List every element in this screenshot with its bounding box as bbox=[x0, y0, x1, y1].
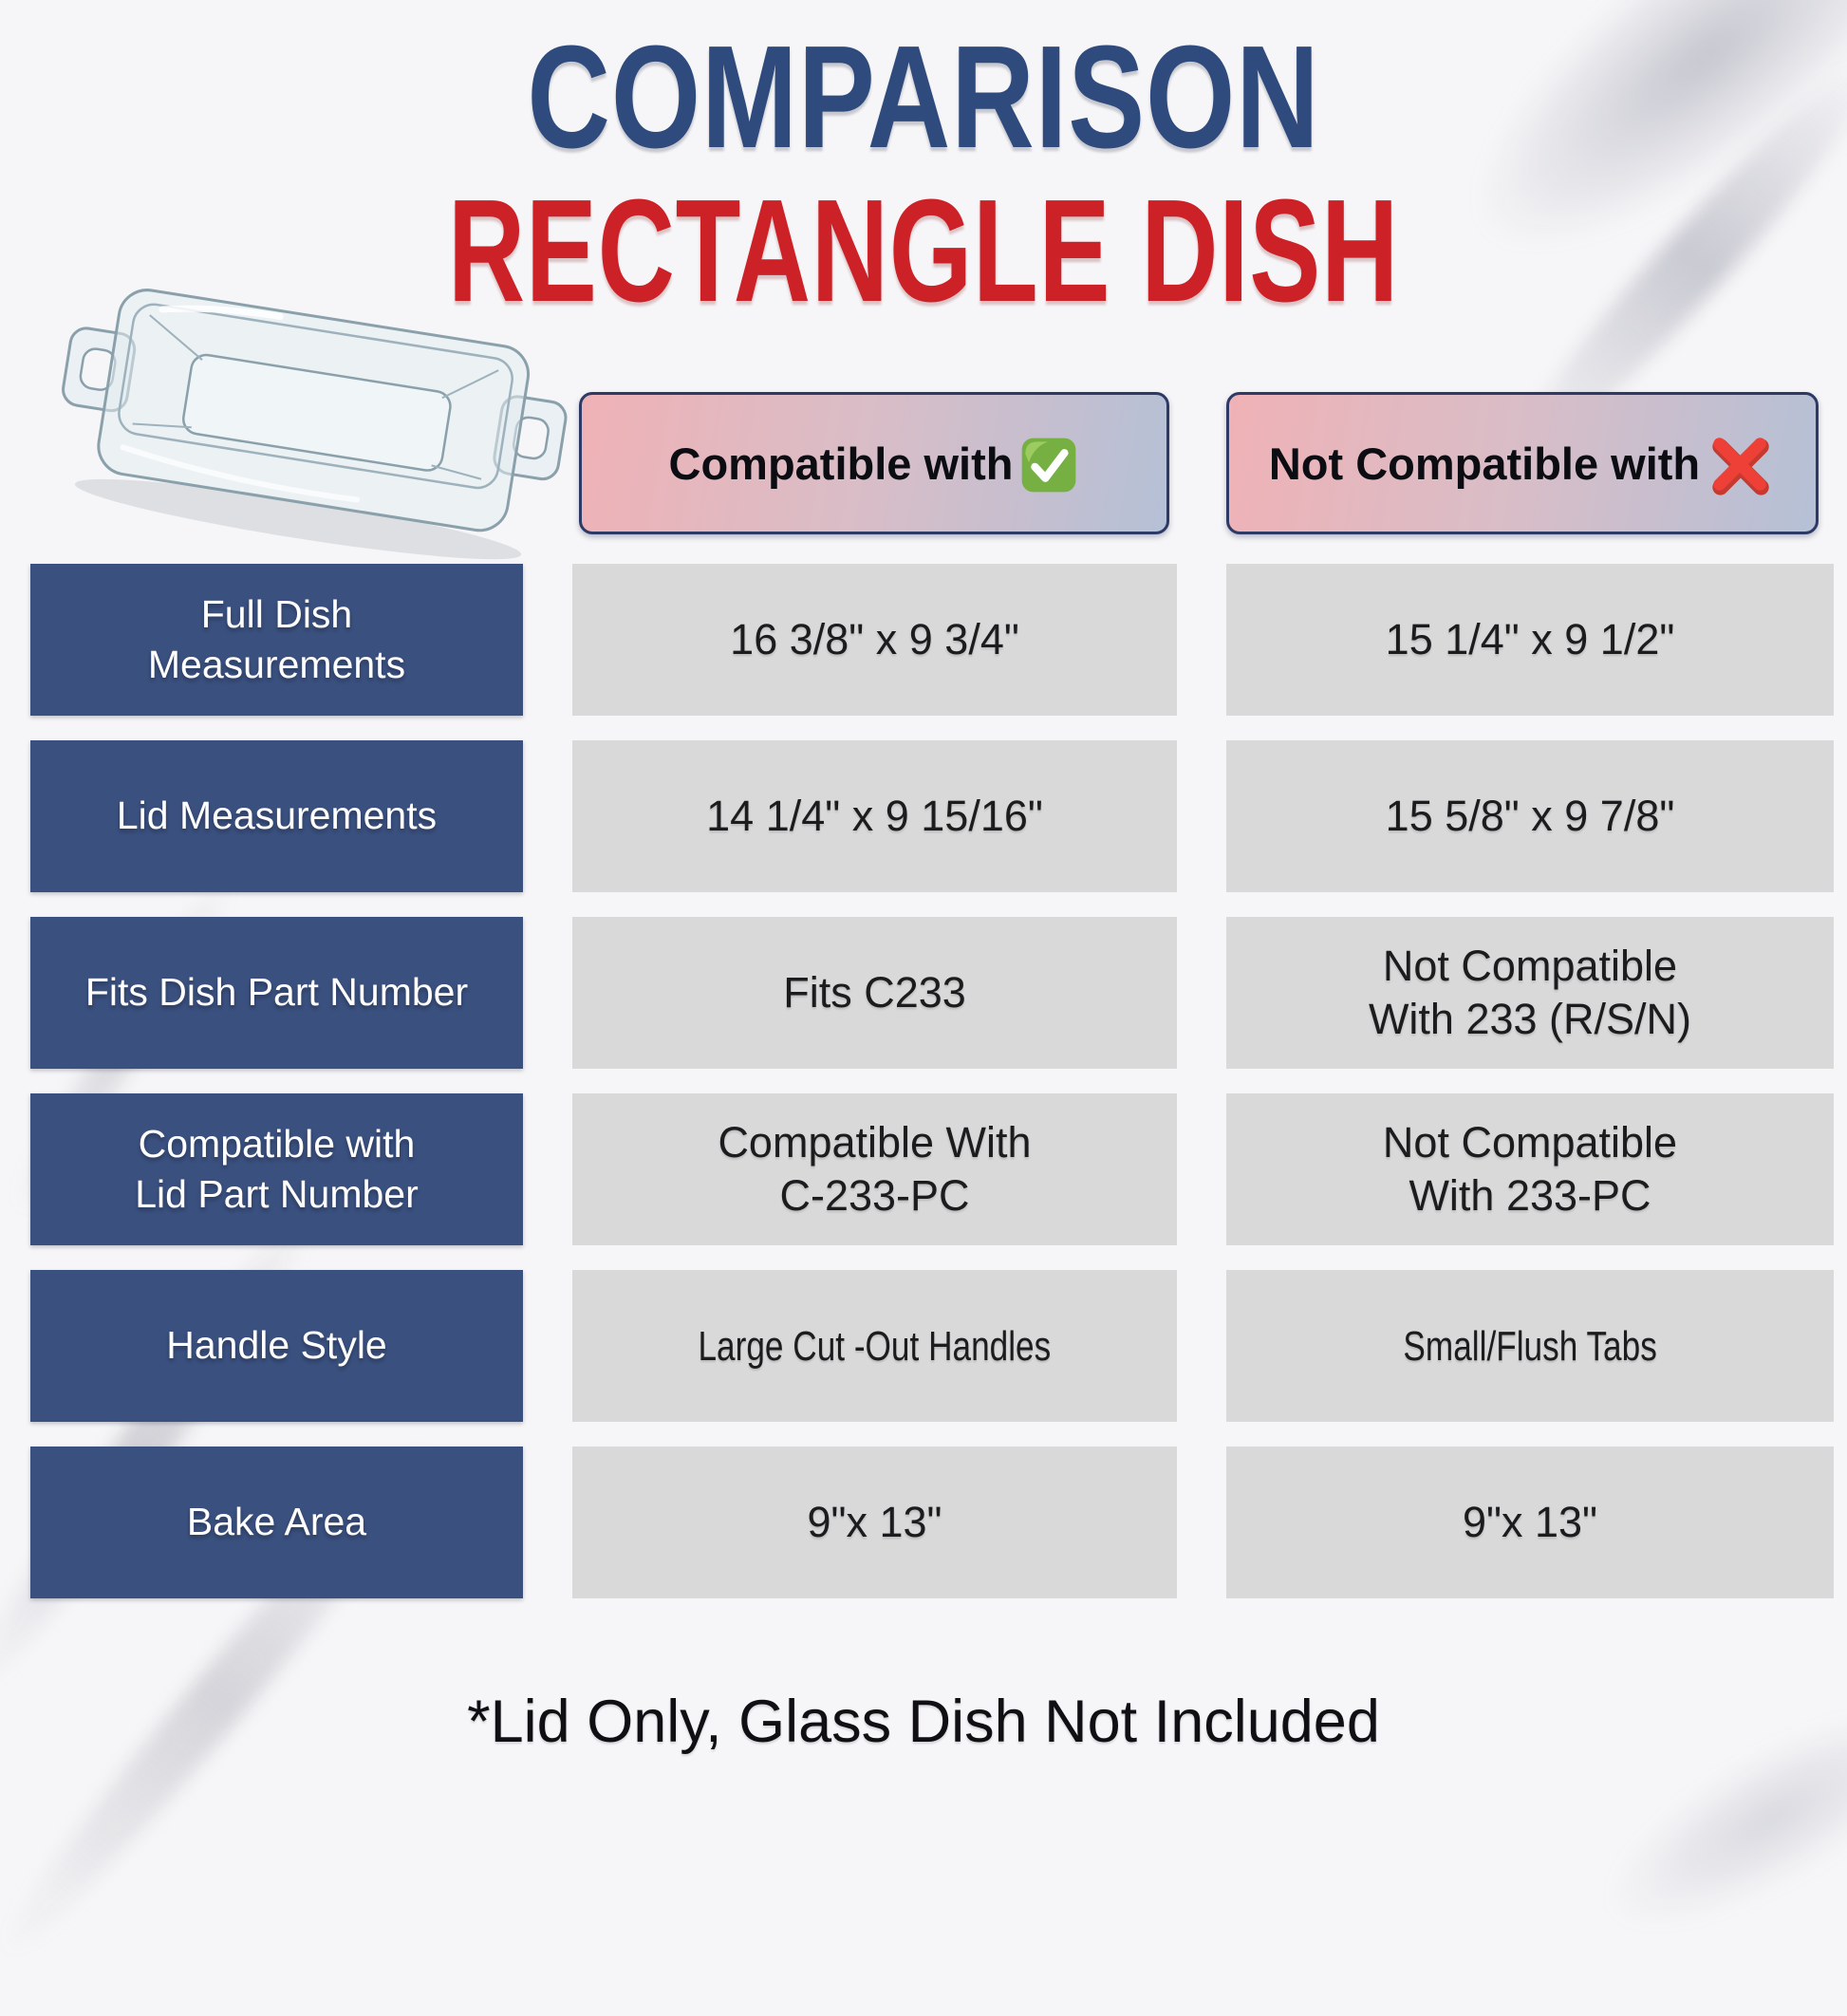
cell-not-compatible: 9"x 13" bbox=[1226, 1447, 1834, 1598]
table-row: Compatible with Lid Part Number Compatib… bbox=[0, 1093, 1847, 1245]
row-label: Full Dish Measurements bbox=[30, 564, 523, 716]
cell-compatible: 14 1/4" x 9 15/16" bbox=[572, 740, 1177, 892]
cell-not-compatible: 15 5/8" x 9 7/8" bbox=[1226, 740, 1834, 892]
row-label: Fits Dish Part Number bbox=[30, 917, 523, 1069]
cross-icon bbox=[1712, 438, 1769, 495]
column-header-compatible: Compatible with bbox=[579, 392, 1169, 534]
glass-dish-image bbox=[62, 289, 568, 560]
cell-value: Not Compatible With 233 (R/S/N) bbox=[1368, 941, 1692, 1043]
row-label-text: Handle Style bbox=[166, 1323, 387, 1368]
cell-value: 14 1/4" x 9 15/16" bbox=[706, 791, 1043, 840]
cell-not-compatible: Not Compatible With 233-PC bbox=[1226, 1093, 1834, 1245]
column-header-not-compatible: Not Compatible with bbox=[1226, 392, 1819, 534]
not-compatible-header-label: Not Compatible with bbox=[1268, 438, 1701, 489]
cell-not-compatible: 15 1/4" x 9 1/2" bbox=[1226, 564, 1834, 716]
cell-value: Fits C233 bbox=[783, 967, 966, 1017]
check-icon bbox=[1022, 438, 1076, 493]
marble-vein bbox=[1514, 1621, 1847, 2016]
row-label-text: Bake Area bbox=[186, 1500, 367, 1544]
table-row: Bake Area 9"x 13" 9"x 13" bbox=[0, 1447, 1847, 1598]
page-title-line1: COMPARISON bbox=[527, 15, 1320, 179]
cell-value: Small/Flush Tabs bbox=[1403, 1322, 1657, 1370]
cell-compatible: Fits C233 bbox=[572, 917, 1177, 1069]
page-title-line2: RECTANGLE DISH bbox=[447, 169, 1400, 333]
footer-note: *Lid Only, Glass Dish Not Included bbox=[467, 1689, 1380, 1755]
row-label: Bake Area bbox=[30, 1447, 523, 1598]
table-row: Fits Dish Part Number Fits C233 Not Comp… bbox=[0, 917, 1847, 1069]
cell-value: 15 1/4" x 9 1/2" bbox=[1385, 614, 1675, 663]
row-label-text: Compatible with Lid Part Number bbox=[135, 1121, 419, 1216]
cell-value: Compatible With C-233-PC bbox=[718, 1117, 1032, 1220]
row-label: Lid Measurements bbox=[30, 740, 523, 892]
cell-not-compatible: Not Compatible With 233 (R/S/N) bbox=[1226, 917, 1834, 1069]
cell-compatible: Compatible With C-233-PC bbox=[572, 1093, 1177, 1245]
cell-value: 9"x 13" bbox=[1462, 1497, 1598, 1546]
cell-compatible: 16 3/8" x 9 3/4" bbox=[572, 564, 1177, 716]
cell-value: Not Compatible With 233-PC bbox=[1382, 1117, 1678, 1220]
table-row: Full Dish Measurements 16 3/8" x 9 3/4" … bbox=[0, 564, 1847, 716]
table-row: Handle Style Large Cut -Out Handles Smal… bbox=[0, 1270, 1847, 1422]
cell-value: 15 5/8" x 9 7/8" bbox=[1385, 791, 1675, 840]
cell-compatible: 9"x 13" bbox=[572, 1447, 1177, 1598]
cell-compatible: Large Cut -Out Handles bbox=[572, 1270, 1177, 1422]
row-label-text: Fits Dish Part Number bbox=[84, 970, 469, 1015]
cell-value: 16 3/8" x 9 3/4" bbox=[730, 614, 1019, 663]
cell-value: 9"x 13" bbox=[807, 1497, 942, 1546]
row-label-text: Lid Measurements bbox=[116, 793, 438, 838]
row-label: Handle Style bbox=[30, 1270, 523, 1422]
page-title: COMPARISON RECTANGLE DISH bbox=[0, 15, 1847, 324]
table-row: Lid Measurements 14 1/4" x 9 15/16" 15 5… bbox=[0, 740, 1847, 892]
compatible-header-label: Compatible with bbox=[668, 438, 1014, 489]
row-label-text: Full Dish Measurements bbox=[147, 591, 406, 686]
row-label: Compatible with Lid Part Number bbox=[30, 1093, 523, 1245]
cell-value: Large Cut -Out Handles bbox=[698, 1322, 1052, 1370]
cell-not-compatible: Small/Flush Tabs bbox=[1226, 1270, 1834, 1422]
